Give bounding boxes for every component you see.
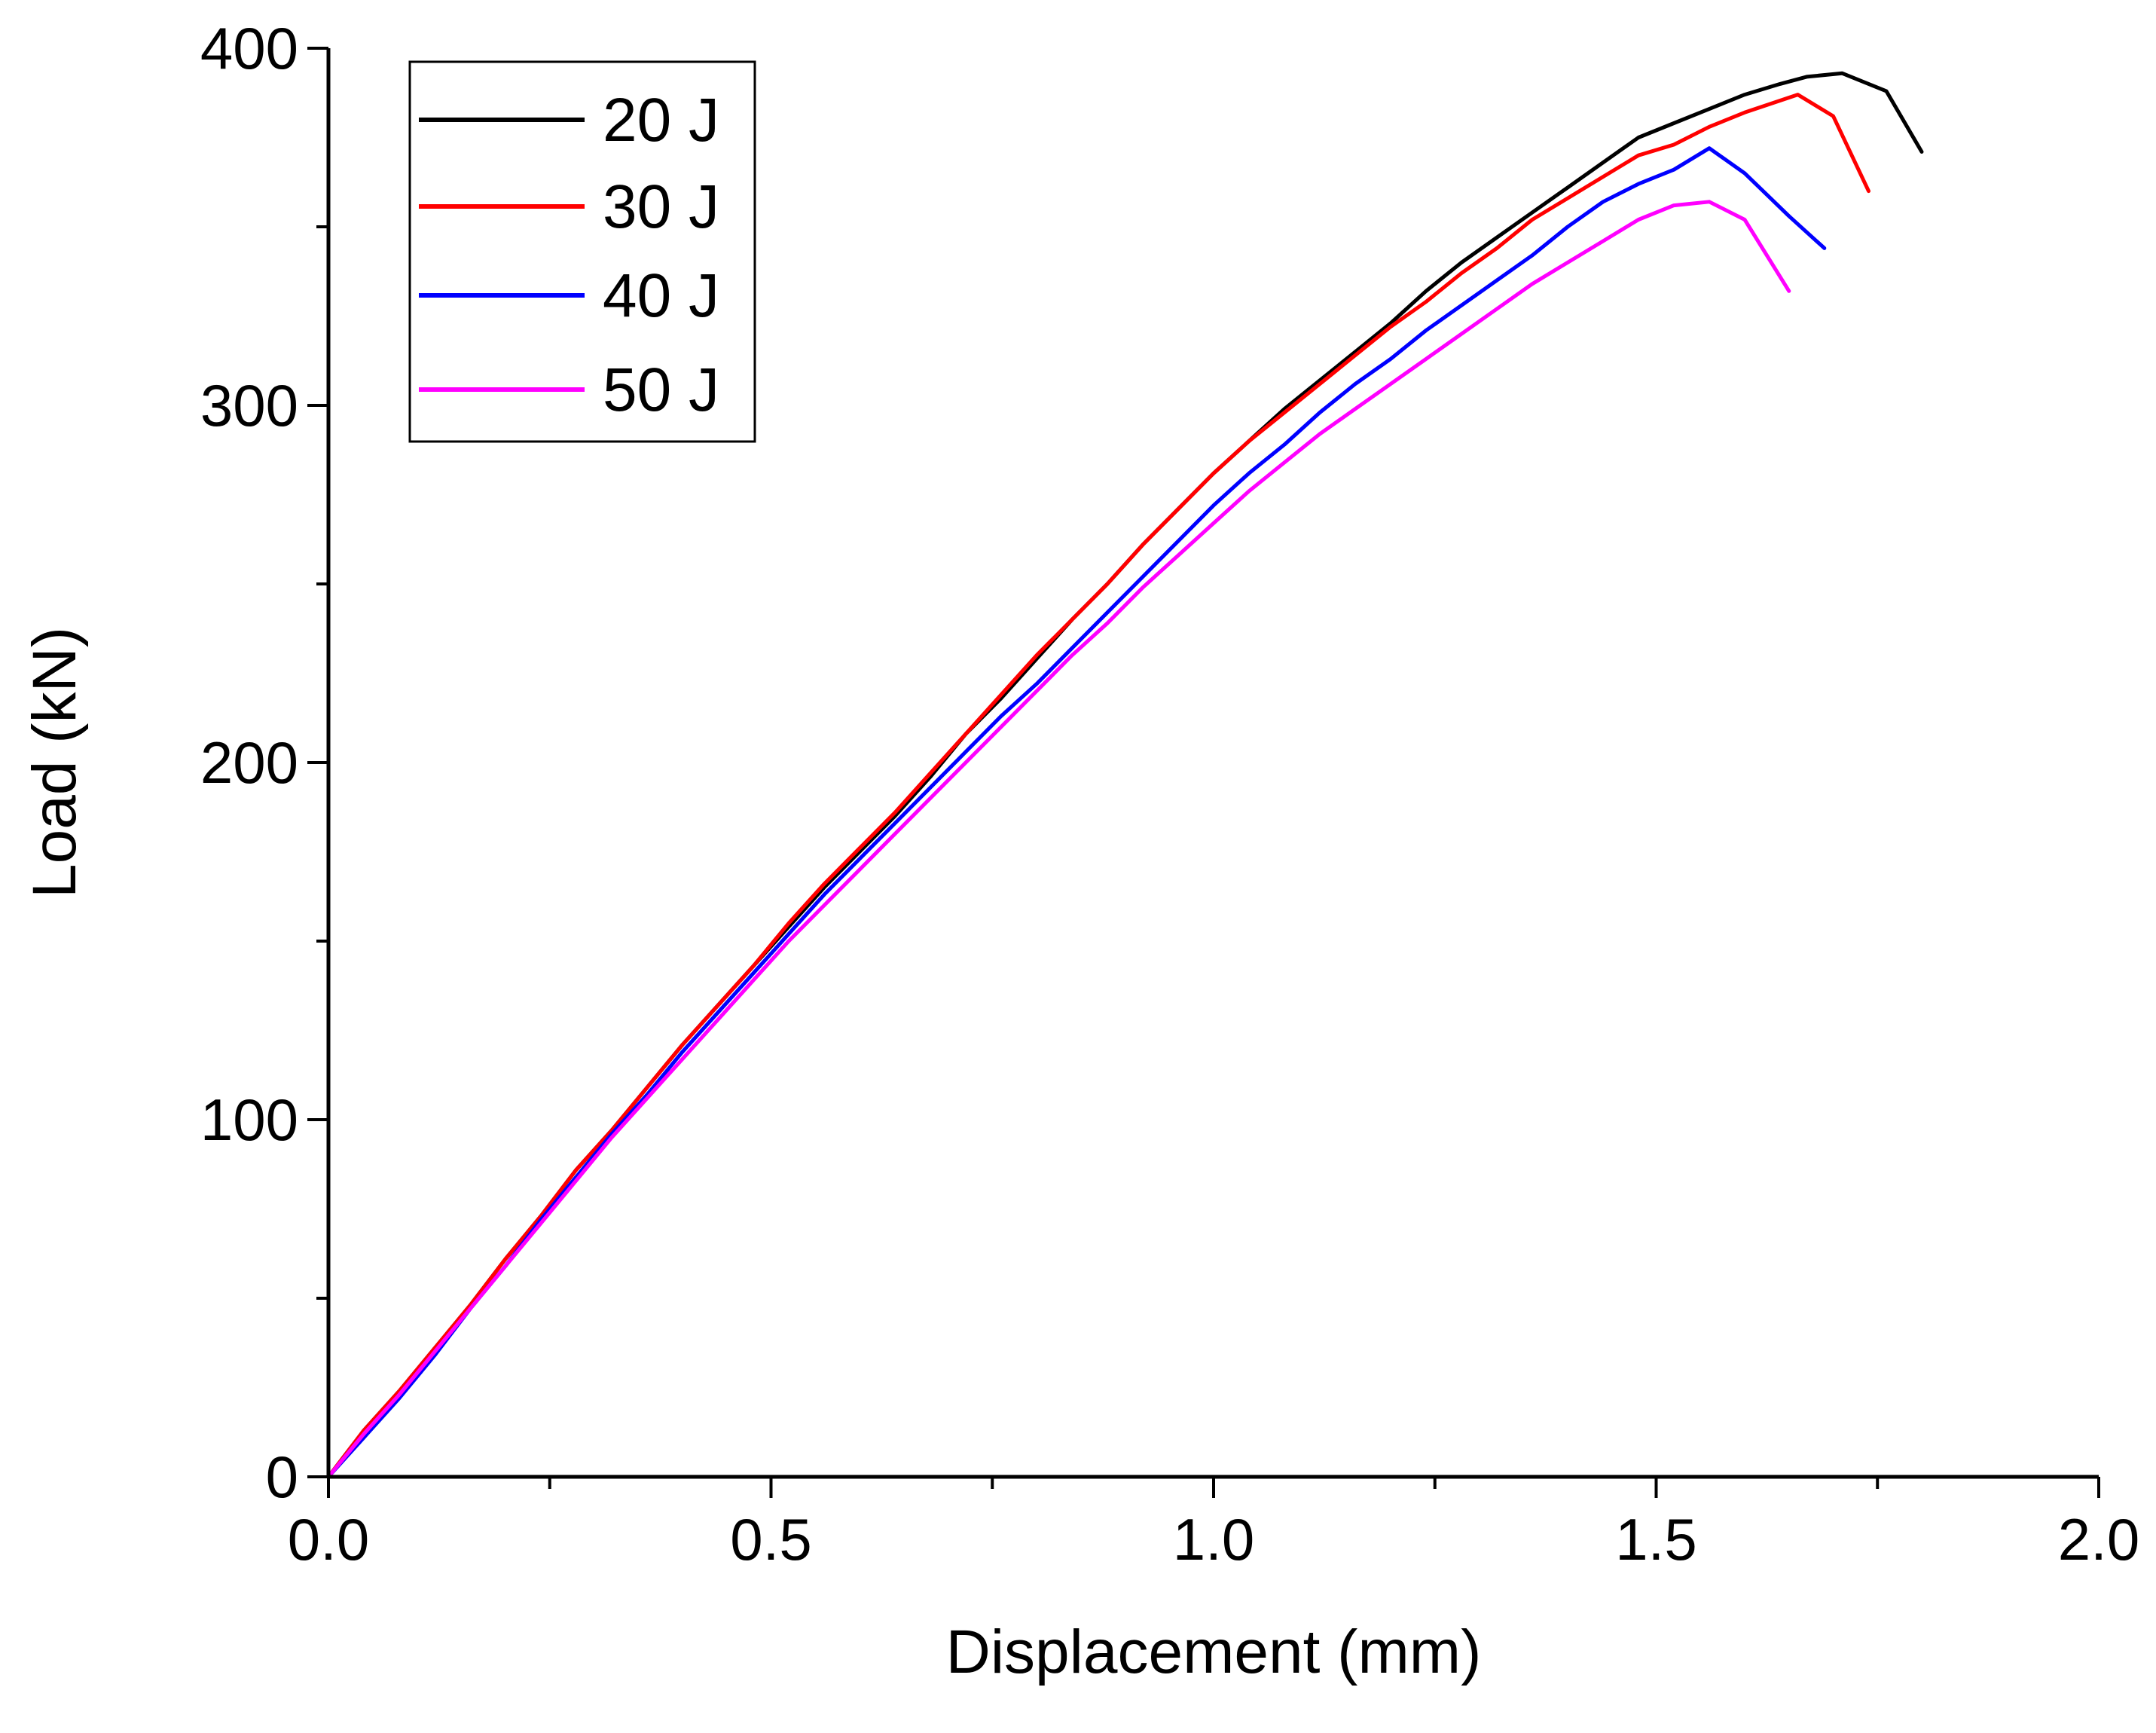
- legend-label-40j: 40 J: [603, 261, 719, 330]
- y-tick-label: 400: [200, 15, 298, 81]
- series-line-40j: [326, 146, 1827, 1479]
- y-tick-label: 200: [200, 729, 298, 796]
- legend-box: [408, 60, 756, 443]
- y-axis-title: Load (kN): [20, 627, 89, 898]
- x-tick-label: 1.5: [1615, 1506, 1696, 1573]
- series-line-50j: [326, 200, 1791, 1479]
- ticks: [307, 47, 2100, 1498]
- y-tick-label: 300: [200, 372, 298, 439]
- x-tick-label: 1.0: [1173, 1506, 1254, 1573]
- legend-item-40j: 40 J: [419, 261, 719, 330]
- x-tick-label: 0.5: [730, 1506, 811, 1573]
- legend-item-20j: 20 J: [419, 86, 719, 154]
- legend-item-30j: 30 J: [419, 173, 719, 241]
- legend-label-20j: 20 J: [603, 86, 719, 154]
- y-tick-label: 0: [266, 1444, 298, 1510]
- x-axis-title: Displacement (mm): [946, 1618, 1482, 1686]
- tick-labels: 0.0 0.5 1.0 1.5 2.0 0 100 200 300 400: [200, 15, 2139, 1573]
- legend-label-30j: 30 J: [603, 173, 719, 241]
- x-tick-label: 2.0: [2058, 1506, 2139, 1573]
- legend-item-50j: 50 J: [419, 356, 719, 424]
- legend: 20 J 30 J 40 J 50 J: [408, 60, 756, 443]
- plot-lines: [326, 71, 1924, 1479]
- x-tick-label: 0.0: [288, 1506, 369, 1573]
- series-line-30j: [326, 93, 1870, 1479]
- y-tick-label: 100: [200, 1087, 298, 1153]
- legend-label-50j: 50 J: [603, 356, 719, 424]
